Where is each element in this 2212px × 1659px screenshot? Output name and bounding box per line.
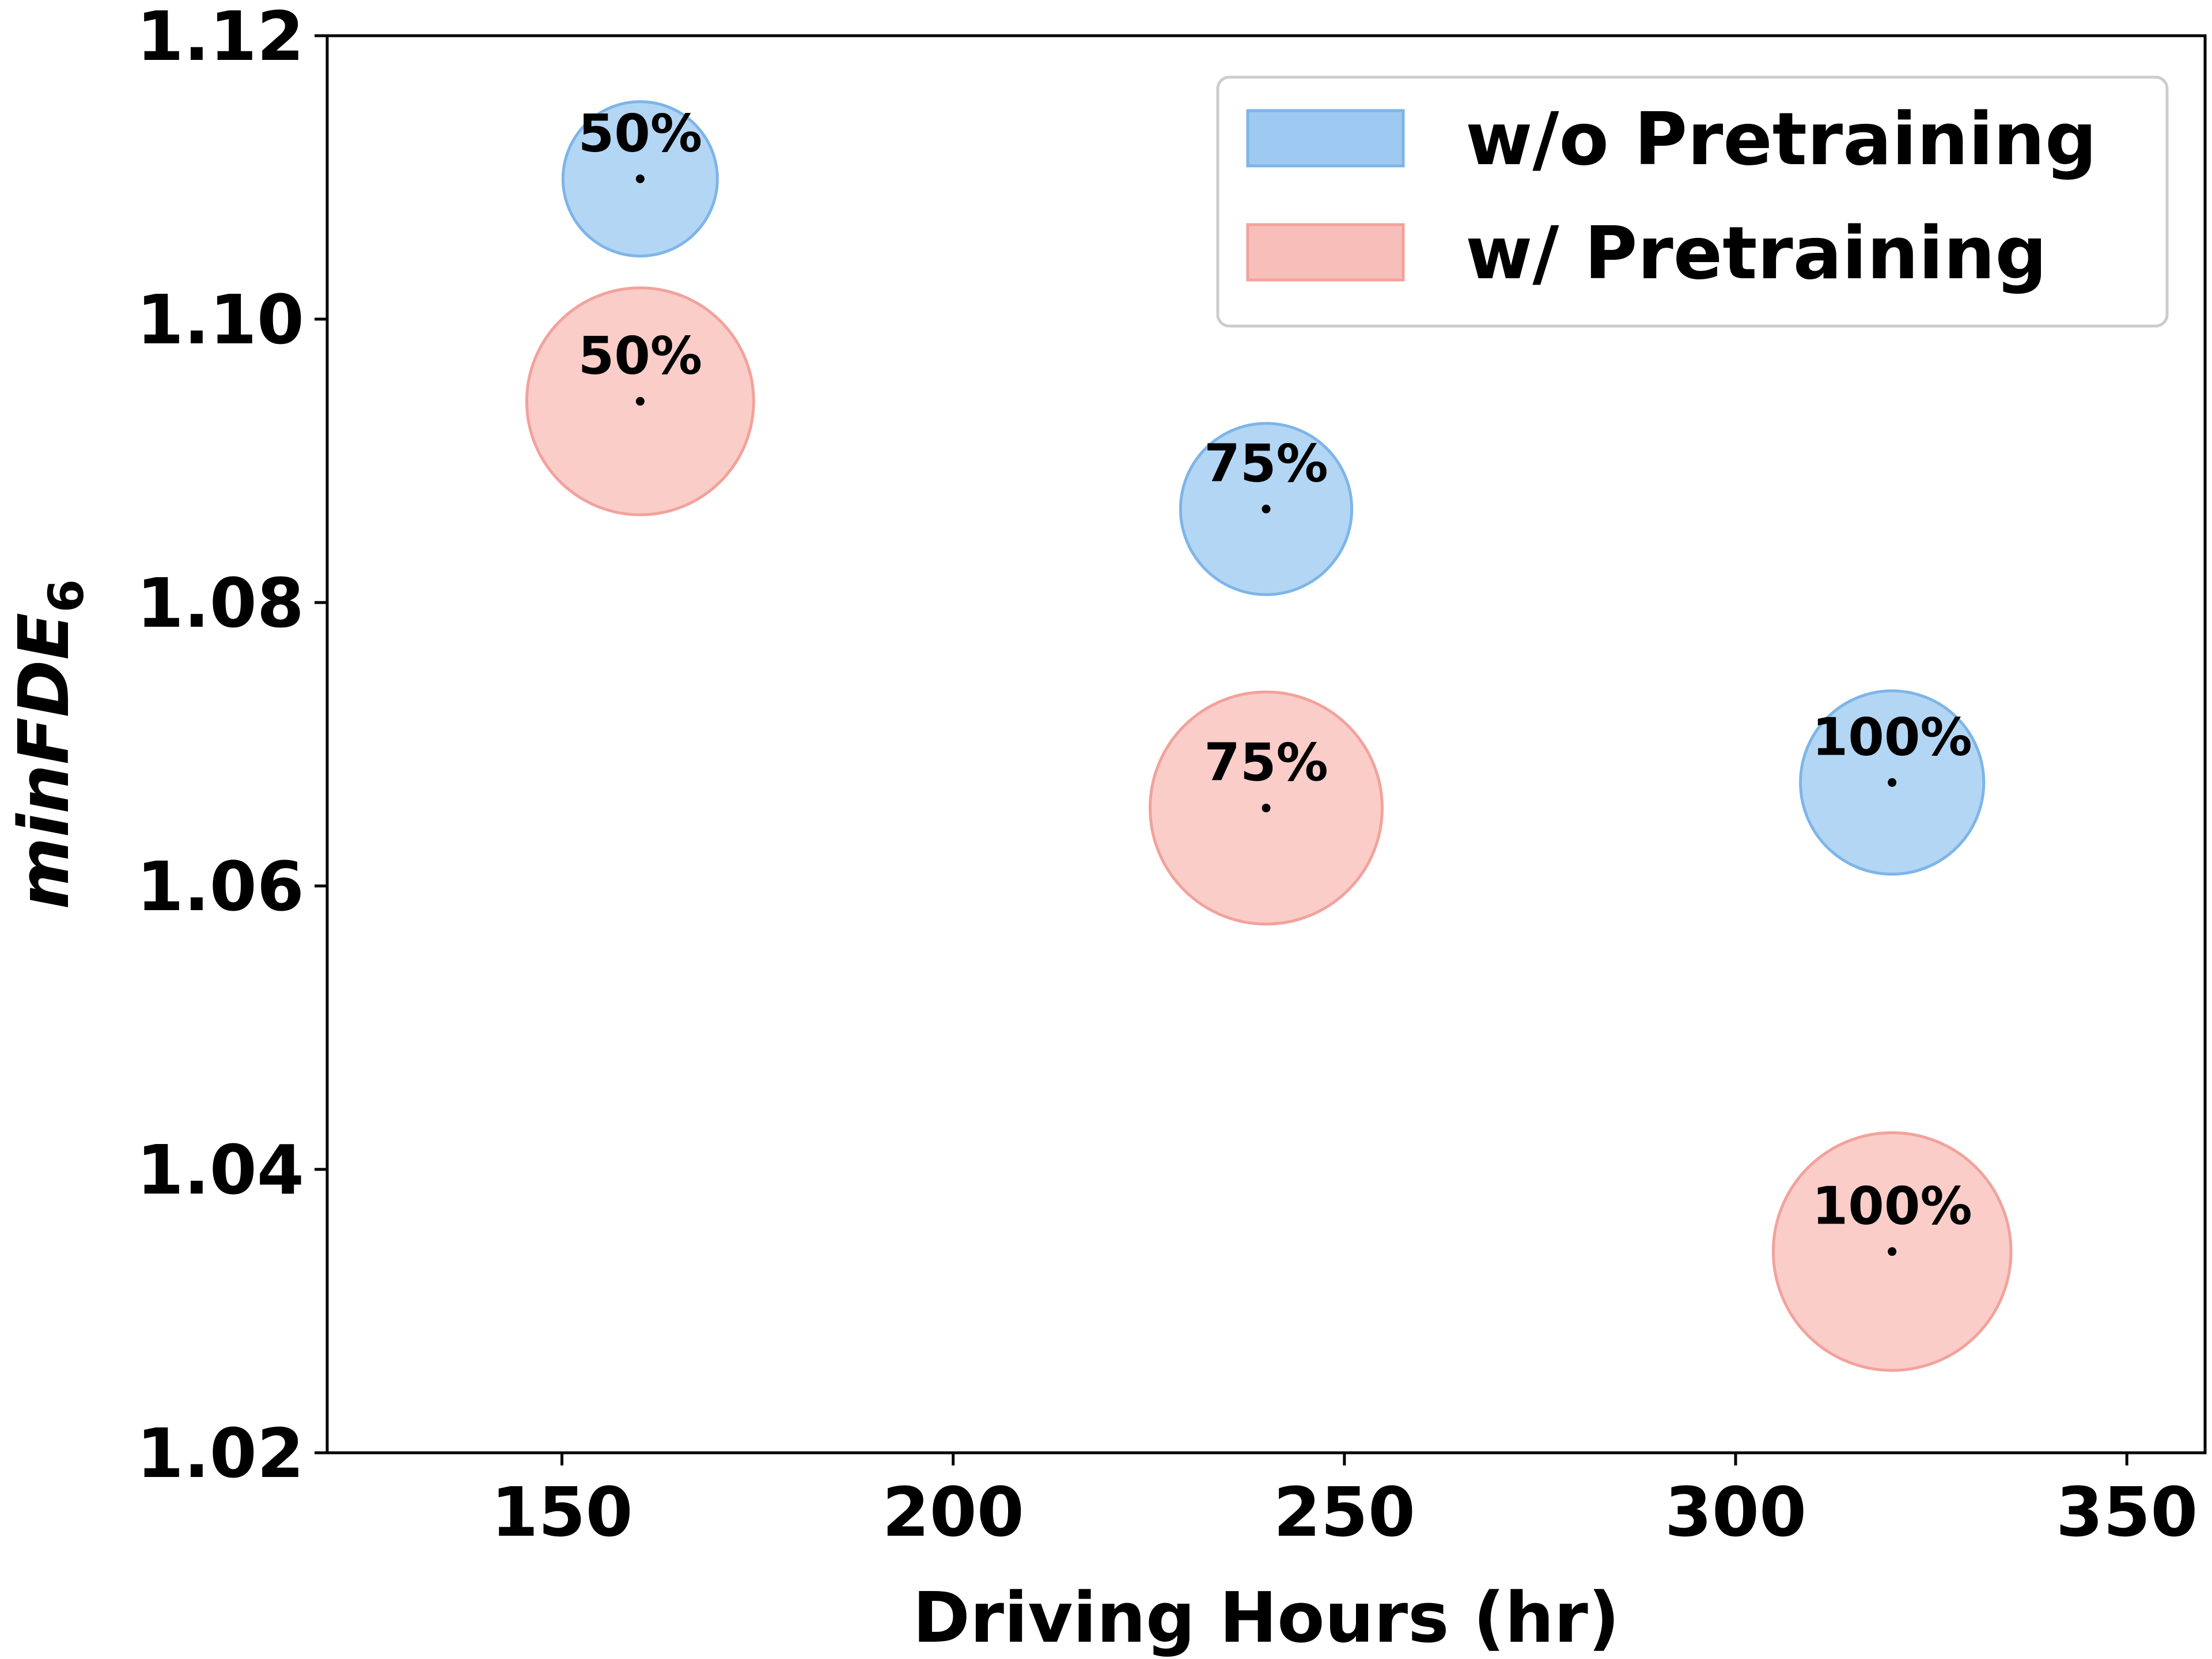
y-tick-label: 1.08: [137, 563, 304, 643]
plot-frame: [325, 34, 2207, 1455]
data-label-wo-pretraining-1: 75%: [1204, 434, 1328, 494]
y-tick-label: 1.02: [137, 1414, 304, 1493]
legend-swatch-w-pretraining: [1246, 223, 1405, 282]
data-label-w-pretraining-1: 75%: [1204, 733, 1328, 793]
x-axis-title: Driving Hours (hr): [912, 1578, 1619, 1658]
legend-label-wo-pretraining: w/o Pretraining: [1465, 97, 2097, 181]
bubbles-layer: [525, 100, 2013, 1372]
x-tick-label: 150: [491, 1472, 632, 1552]
data-label-wo-pretraining-0: 50%: [578, 103, 702, 164]
y-tick-label: 1.04: [137, 1130, 304, 1210]
center-dot-w-pretraining-2: [1888, 1247, 1897, 1256]
center-dot-w-pretraining-1: [1262, 804, 1271, 813]
data-label-w-pretraining-0: 50%: [578, 326, 702, 387]
center-dot-w-pretraining-0: [635, 397, 645, 406]
center-dot-wo-pretraining-2: [1888, 778, 1897, 787]
legend-frame: [1216, 75, 2169, 328]
legend: w/o Pretraining w/ Pretraining: [1216, 75, 2169, 328]
x-tick-label: 250: [1274, 1472, 1415, 1552]
data-labels-layer: 50% 75% 100% 50% 75% 100%: [578, 103, 1972, 1236]
x-tick-label: 200: [882, 1472, 1024, 1552]
y-axis-title: minFDE6: [5, 579, 94, 910]
y-tick-label: 1.06: [137, 847, 304, 926]
center-points-layer: [635, 174, 1897, 1256]
data-label-wo-pretraining-2: 100%: [1812, 707, 1972, 767]
x-axis: 150 200 250 300 350: [491, 1453, 2198, 1552]
center-dot-wo-pretraining-0: [635, 174, 645, 183]
data-label-w-pretraining-2: 100%: [1812, 1176, 1972, 1237]
center-dot-wo-pretraining-1: [1262, 505, 1271, 514]
y-tick-label: 1.10: [137, 280, 304, 359]
legend-swatch-wo-pretraining: [1246, 109, 1405, 168]
y-axis-title-subscript: 6: [38, 579, 94, 612]
legend-label-w-pretraining: w/ Pretraining: [1465, 211, 2047, 296]
x-tick-label: 300: [1665, 1472, 1806, 1552]
y-tick-label: 1.12: [137, 0, 304, 76]
y-axis: 1.02 1.04 1.06 1.08 1.10 1.12: [137, 0, 327, 1493]
x-tick-label: 350: [2056, 1472, 2198, 1552]
y-axis-title-main: minFDE: [5, 613, 85, 910]
